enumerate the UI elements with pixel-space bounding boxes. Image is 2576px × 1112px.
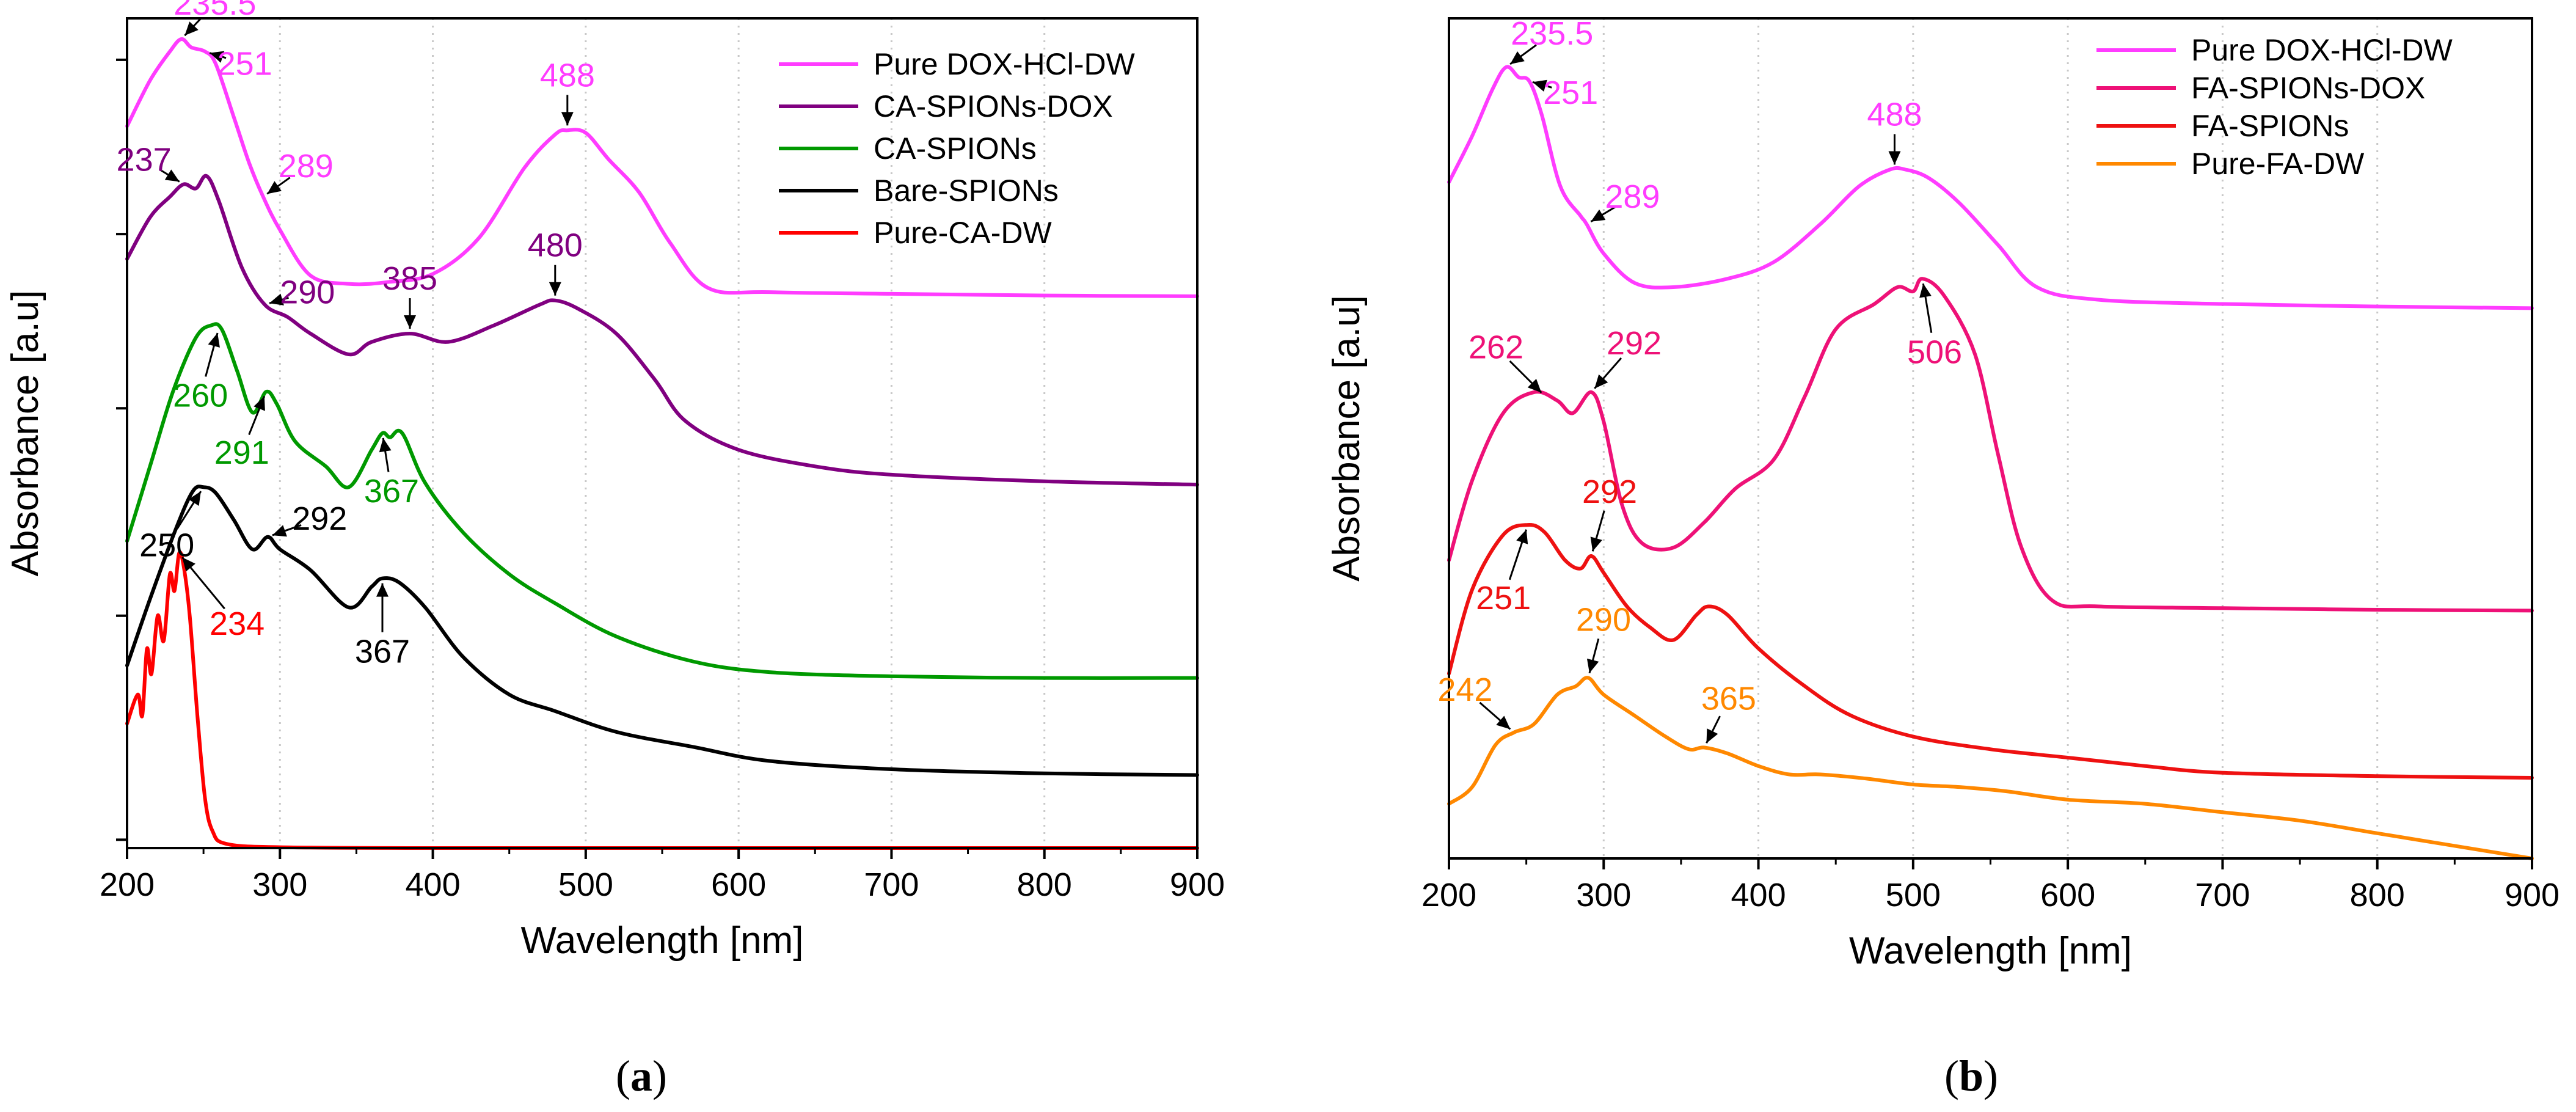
x-tick-label: 700	[2195, 877, 2250, 913]
x-tick-label: 800	[1017, 866, 1072, 903]
annotation-arrowhead	[1591, 209, 1606, 222]
x-axis-label: Wavelength [nm]	[1849, 930, 2132, 972]
peak-annotation-label: 488	[540, 57, 595, 93]
peak-annotation-label: 367	[355, 634, 410, 670]
x-tick-label: 500	[1886, 877, 1941, 913]
legend-label-2: CA-SPIONs-DOX	[874, 89, 1113, 123]
annotation-arrowhead	[182, 557, 195, 572]
annotation-arrowhead	[379, 437, 392, 453]
annotation-arrowhead	[208, 333, 220, 348]
x-tick-label: 700	[864, 866, 919, 903]
x-tick-label: 600	[2040, 877, 2095, 913]
legend-label-1: Pure DOX-HCl-DW	[874, 47, 1136, 81]
series-line-2	[1447, 277, 2534, 613]
x-tick-label: 900	[2505, 877, 2560, 913]
peak-annotation-label: 385	[382, 260, 437, 297]
annotation-arrowhead	[404, 315, 417, 329]
peak-annotation-label: 289	[1605, 178, 1660, 215]
peak-annotation-label: 262	[1469, 329, 1523, 365]
annotation-arrowhead	[269, 293, 284, 305]
peak-annotation-label: 506	[1907, 334, 1962, 370]
annotation-arrowhead	[254, 396, 265, 411]
legend-label-5: Pure-CA-DW	[874, 216, 1052, 250]
peak-annotation-label: 292	[292, 500, 347, 537]
annotation-arrowhead	[561, 112, 574, 126]
y-axis-label: Absorbance [a.u]	[4, 290, 46, 577]
legend-label-4: Bare-SPIONs	[874, 174, 1059, 208]
plot-frame	[1448, 17, 2533, 860]
annotation-arrowhead	[210, 51, 225, 63]
legend-label-1: Pure DOX-HCl-DW	[2191, 33, 2453, 67]
x-tick-label: 300	[1576, 877, 1631, 913]
annotation-arrowhead	[376, 583, 389, 597]
peak-annotation-label: 290	[1576, 601, 1631, 638]
x-tick-label: 500	[558, 866, 613, 903]
peak-annotation-label: 235.5	[173, 0, 256, 22]
annotation-arrowhead	[1516, 529, 1528, 544]
peak-annotation-label: 488	[1867, 97, 1922, 133]
series-line-4	[1447, 676, 2534, 860]
series-line-1	[1447, 65, 2534, 310]
peak-annotation-label: 292	[1607, 325, 1662, 362]
peak-annotation-label: 365	[1701, 681, 1756, 717]
peak-annotation-label: 242	[1437, 671, 1492, 708]
legend-label-3: FA-SPIONs	[2191, 109, 2349, 143]
peak-annotation-label: 251	[217, 45, 272, 82]
annotation-arrowhead	[1706, 728, 1718, 744]
annotation-arrowhead	[1510, 51, 1525, 65]
peak-annotation-label: 291	[214, 434, 269, 471]
annotation-arrowhead	[267, 181, 282, 194]
annotation-arrowhead	[1594, 374, 1608, 389]
peak-annotation-label: 235.5	[1511, 15, 1593, 52]
annotation-arrowhead	[184, 21, 199, 36]
caption-b: (b)	[1944, 1052, 1999, 1100]
legend-label-3: CA-SPIONs	[874, 131, 1037, 166]
series-line-5	[125, 550, 1199, 850]
x-tick-label: 600	[711, 866, 766, 903]
peak-annotation-label: 251	[1543, 75, 1598, 111]
annotation-arrowhead	[1888, 151, 1901, 165]
plot-frame	[126, 17, 1199, 849]
annotation-arrowhead	[1919, 283, 1932, 298]
annotation-arrowhead	[1532, 79, 1547, 92]
y-axis-label: Absorbance [a.u]	[1326, 295, 1368, 582]
peak-annotation-label: 480	[528, 227, 583, 264]
x-tick-label: 400	[406, 866, 461, 903]
x-tick-label: 200	[1421, 877, 1476, 913]
series-line-4	[125, 485, 1199, 777]
chart-panel-b: 200 300 400 500 600 700 800 900 Wavelength [nm] A…	[1326, 15, 2560, 972]
annotation-arrowhead	[549, 282, 561, 296]
x-tick-label: 400	[1731, 877, 1786, 913]
x-tick-label: 300	[252, 866, 307, 903]
peak-annotation-label: 367	[364, 473, 419, 510]
peak-annotation-label: 234	[210, 605, 265, 642]
annotation-arrowhead	[188, 491, 201, 506]
annotation-arrowhead	[1586, 658, 1599, 673]
peak-annotation-label: 250	[139, 527, 194, 563]
legend-label-4: Pure-FA-DW	[2191, 147, 2365, 181]
caption-a: (a)	[616, 1052, 667, 1100]
x-tick-label: 900	[1170, 866, 1225, 903]
annotation-arrowhead	[164, 169, 180, 182]
x-axis-label: Wavelength [nm]	[521, 920, 804, 962]
peak-annotation-label: 251	[1476, 580, 1531, 616]
peak-annotation-label: 290	[280, 274, 335, 311]
x-tick-label: 800	[2350, 877, 2405, 913]
peak-annotation-label: 237	[117, 142, 172, 178]
series-line-2	[125, 174, 1199, 487]
x-tick-label: 200	[100, 866, 155, 903]
annotation-arrowhead	[1590, 536, 1602, 552]
annotation-arrowhead	[1527, 379, 1542, 393]
series-line-1	[125, 37, 1199, 298]
annotation-arrowhead	[272, 525, 287, 537]
series-line-3	[1447, 523, 2534, 780]
series-line-3	[125, 322, 1199, 680]
peak-annotation-label: 289	[279, 148, 334, 185]
peak-annotation-label: 260	[173, 377, 228, 414]
legend-label-2: FA-SPIONs-DOX	[2191, 71, 2425, 105]
chart-panel-a: 200 300 400 500 600 700 800 900 Wavelength [nm] A…	[4, 0, 1225, 962]
annotation-arrowhead	[1496, 715, 1511, 730]
peak-annotation-label: 292	[1582, 474, 1637, 510]
